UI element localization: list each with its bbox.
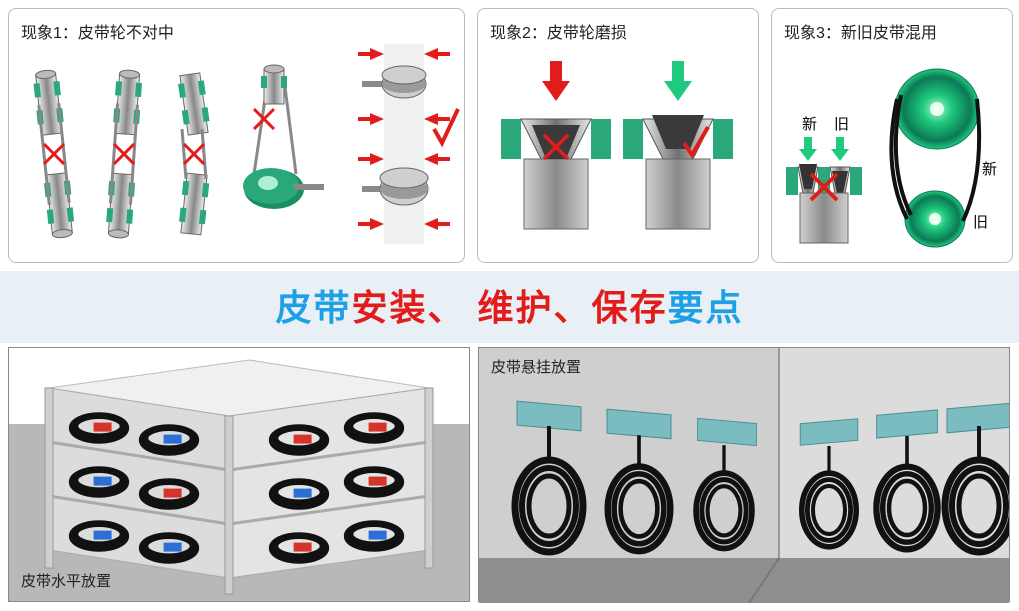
panel1-svg — [9, 9, 464, 264]
title-seg3: 要点 — [668, 287, 744, 328]
label-old-top: 旧 — [834, 116, 849, 133]
panel-wear: 现象2：皮带轮磨损 — [477, 8, 759, 263]
title-bar: 皮带安装、 维护、保存要点 — [0, 271, 1019, 343]
panel2-title: 现象2：皮带轮磨损 — [490, 19, 627, 43]
panel3-svg: 新 旧 — [772, 9, 1012, 264]
panel-mixed-belts: 现象3：新旧皮带混用 新 旧 — [771, 8, 1013, 263]
panel3-title: 现象3：新旧皮带混用 — [784, 19, 937, 43]
scene1-svg — [9, 348, 469, 603]
panel1-title: 现象1：皮带轮不对中 — [21, 19, 174, 43]
title-seg2: 安装、 维护、保存 — [351, 287, 667, 328]
label-new-top: 新 — [802, 116, 817, 133]
scene1-label: 皮带水平放置 — [21, 570, 111, 591]
scene2-label: 皮带悬挂放置 — [491, 356, 581, 377]
title-seg1: 皮带 — [275, 287, 351, 328]
panel-misalignment: 现象1：皮带轮不对中 — [8, 8, 465, 263]
label-old-side: 旧 — [973, 214, 988, 231]
scene-hanging-storage: 皮带悬挂放置 — [478, 347, 1010, 602]
label-new-side: 新 — [982, 161, 997, 178]
scene2-svg — [479, 348, 1009, 603]
panel2-svg — [478, 9, 758, 264]
scene-horizontal-storage: 皮带水平放置 — [8, 347, 470, 602]
